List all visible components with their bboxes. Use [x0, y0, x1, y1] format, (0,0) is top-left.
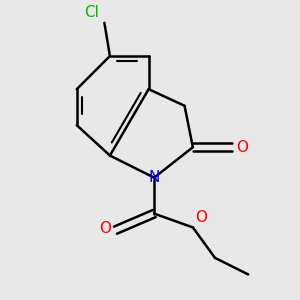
Text: N: N: [148, 170, 160, 185]
Text: Cl: Cl: [84, 5, 99, 20]
Text: O: O: [99, 221, 111, 236]
Text: O: O: [236, 140, 248, 155]
Text: O: O: [196, 210, 208, 225]
